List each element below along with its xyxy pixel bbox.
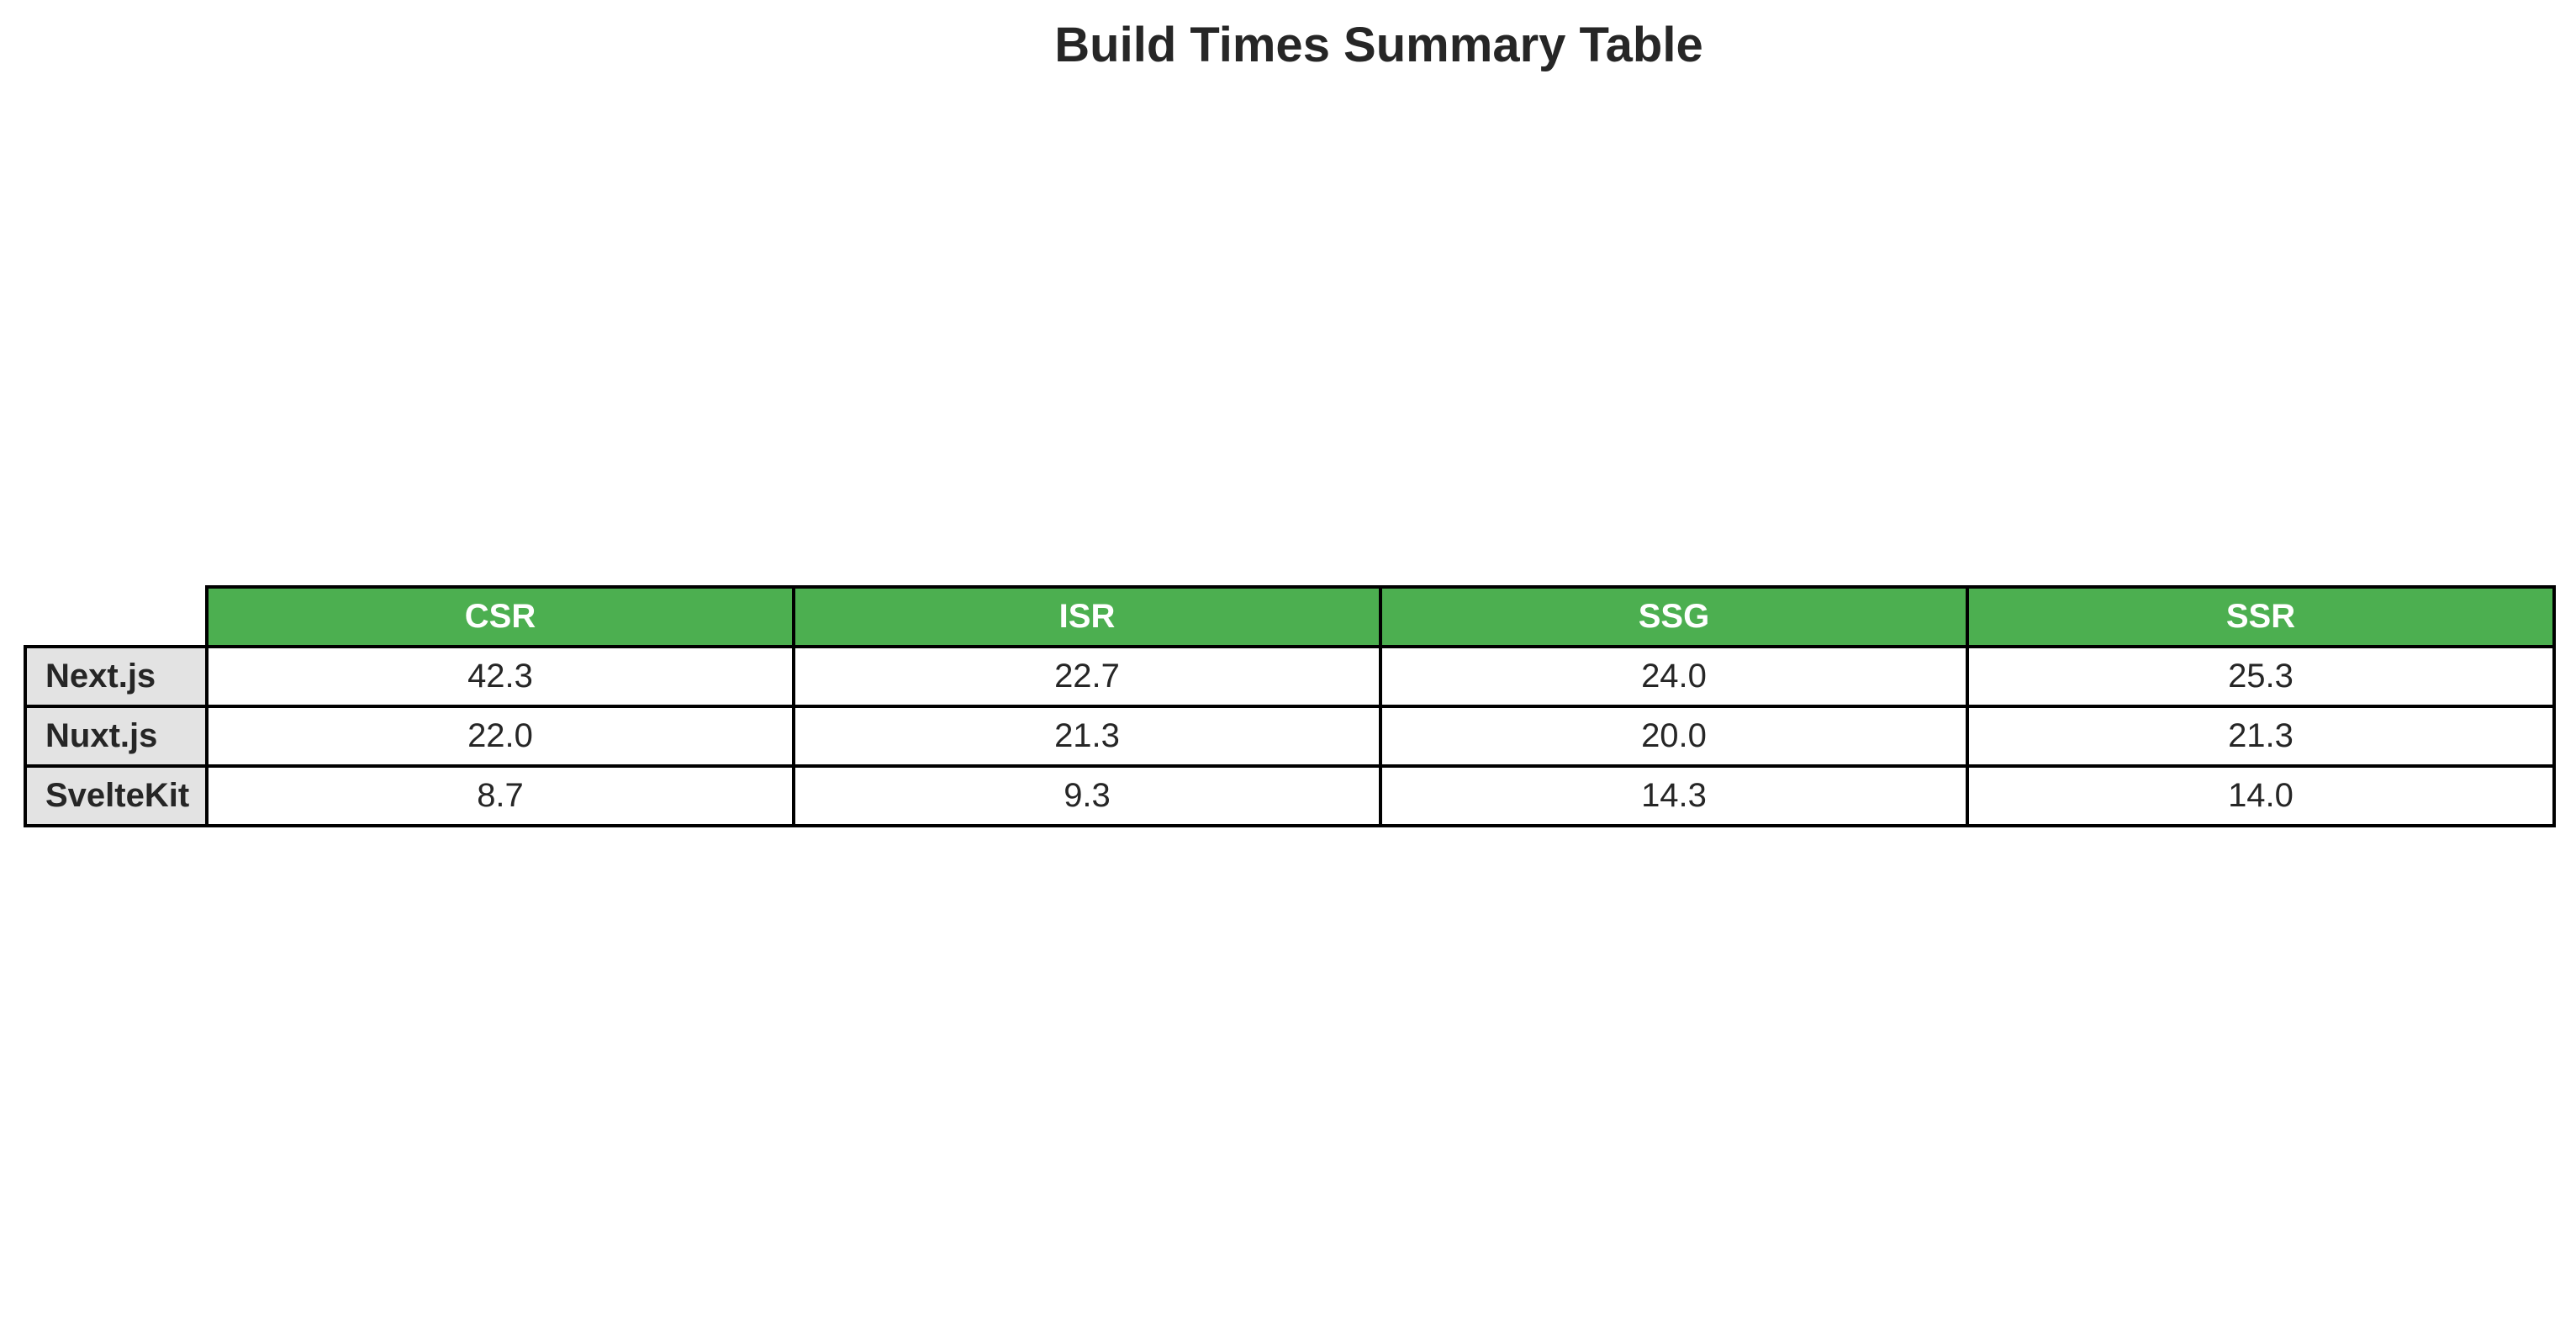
table-cell: 9.3 [792,764,1382,827]
row-header-sveltekit: SvelteKit [24,764,209,827]
table-cell: 21.3 [792,705,1382,768]
table-cell: 24.0 [1379,645,1969,708]
table-cell: 22.7 [792,645,1382,708]
table-cell: 42.3 [205,645,795,708]
table-row: Nuxt.js 22.0 21.3 20.0 21.3 [24,705,2556,768]
table-header-row: CSR ISR SSG SSR [25,585,2556,648]
table-cell: 8.7 [205,764,795,827]
table-cell: 14.3 [1379,764,1969,827]
table-row: Next.js 42.3 22.7 24.0 25.3 [24,645,2556,708]
column-header-isr: ISR [792,585,1382,648]
table-cell: 20.0 [1379,705,1969,768]
column-header-ssr: SSR [1966,585,2556,648]
table-cell: 22.0 [205,705,795,768]
table-row: SvelteKit 8.7 9.3 14.3 14.0 [24,764,2556,827]
table-corner-cell [25,587,207,647]
row-header-nuxtjs: Nuxt.js [24,705,209,768]
table-cell: 14.0 [1966,764,2556,827]
column-header-csr: CSR [205,585,795,648]
table-cell: 21.3 [1966,705,2556,768]
summary-table: CSR ISR SSG SSR Next.js 42.3 22.7 24.0 2… [24,585,2556,827]
column-header-ssg: SSG [1379,585,1969,648]
row-header-nextjs: Next.js [24,645,209,708]
table-cell: 25.3 [1966,645,2556,708]
chart-title: Build Times Summary Table [1054,18,1703,72]
